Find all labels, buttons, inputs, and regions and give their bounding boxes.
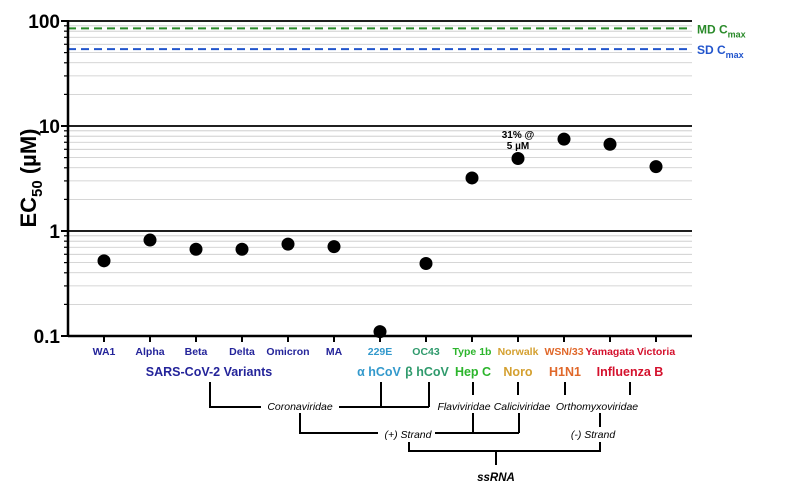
data-point-oc43 — [419, 257, 433, 271]
data-points — [97, 132, 663, 339]
tree-branch — [408, 442, 601, 452]
annotation-text: 5 µM — [507, 141, 529, 152]
reference-label-sd: SD Cmax — [697, 43, 744, 60]
category-label: Victoria — [637, 346, 675, 358]
reference-label-main: MD C — [697, 22, 728, 36]
y-tick-label: 0.1 — [34, 327, 61, 348]
data-point-wa1 — [97, 254, 111, 268]
y-tick-label: 10 — [39, 117, 60, 138]
category-label: Type 1b — [453, 346, 492, 358]
category-label: 229E — [368, 346, 393, 358]
group-label: SARS-CoV-2 Variants — [146, 365, 272, 379]
group-label: Influenza B — [597, 365, 664, 379]
category-label: MA — [326, 346, 343, 358]
data-point-alpha — [143, 233, 157, 247]
family-label: Orthomyxoviridae — [556, 401, 638, 413]
reference-label-md: MD Cmax — [697, 22, 746, 39]
family-label: Flaviviridae — [437, 401, 490, 413]
data-point-229e — [373, 325, 387, 339]
category-label: WA1 — [93, 346, 116, 358]
data-point-yamagata — [603, 137, 617, 151]
reference-label-subscript: max — [726, 50, 744, 60]
category-label: Alpha — [135, 346, 164, 358]
y-tick-label: 1 — [49, 222, 60, 243]
strand-label: (+) Strand — [385, 429, 433, 441]
data-point-type-1b — [465, 171, 479, 185]
category-label: Delta — [229, 346, 255, 358]
strand-label: (-) Strand — [571, 429, 617, 441]
family-label: Caliciviridae — [494, 401, 551, 413]
category-label: Yamagata — [585, 346, 634, 358]
data-point-victoria — [649, 160, 663, 174]
category-label: Omicron — [266, 346, 309, 358]
data-point-delta — [235, 242, 249, 256]
category-label: OC43 — [412, 346, 440, 358]
category-label: WSN/33 — [544, 346, 583, 358]
y-axis-title-main: EC — [16, 197, 41, 228]
group-label: α hCoV — [357, 365, 401, 379]
annotation-text: 31% @ — [502, 130, 535, 141]
group-label: Noro — [503, 365, 533, 379]
y-tick-label: 100 — [28, 12, 60, 33]
y-axis-title-unit: (µM) — [16, 128, 41, 180]
y-axis-title-subscript: 50 — [29, 180, 46, 197]
group-label: Hep C — [455, 365, 491, 379]
group-label: β hCoV — [405, 365, 449, 379]
data-point-wsn-33 — [557, 132, 571, 146]
family-label: Coronaviridae — [267, 401, 333, 413]
group-label: H1N1 — [549, 365, 581, 379]
category-labels: WA1 Alpha Beta Delta Omicron MA 229E OC43 Type 1… — [93, 130, 676, 379]
taxonomy-tree: Coronaviridae Flaviviridae Caliciviridae Or… — [209, 382, 638, 484]
data-point-omicron — [281, 237, 295, 251]
tree-branch — [209, 382, 261, 408]
tree-branch — [299, 413, 378, 434]
root-label: ssRNA — [477, 472, 515, 484]
category-label: Norwalk — [498, 346, 539, 358]
data-point-norwalk — [511, 152, 525, 166]
category-label: Beta — [185, 346, 208, 358]
reference-label-subscript: max — [728, 29, 746, 39]
data-point-ma — [327, 240, 341, 254]
y-axis-title: EC50 (µM) — [16, 128, 46, 227]
data-point-beta — [189, 242, 203, 256]
reference-label-main: SD C — [697, 43, 726, 57]
gridlines — [68, 20, 692, 305]
